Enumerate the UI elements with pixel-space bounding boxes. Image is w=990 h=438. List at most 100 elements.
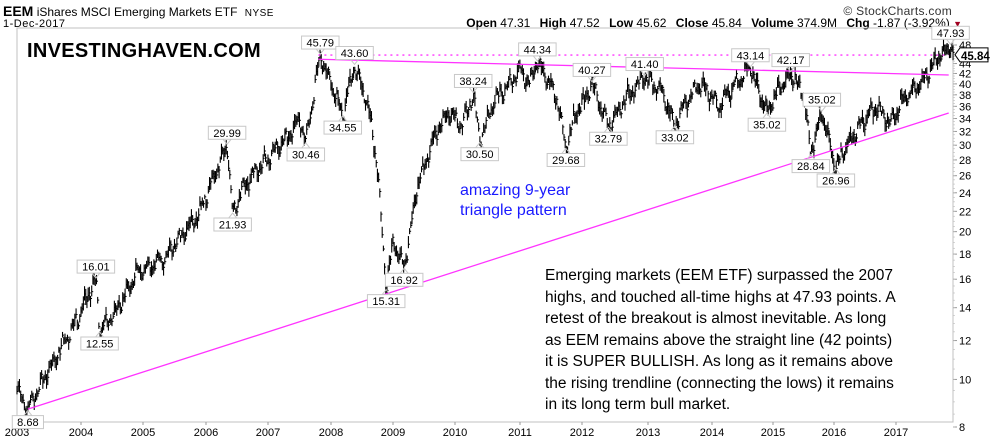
y-tick-label: 16 [959, 274, 971, 286]
y-tick-label: 26 [959, 171, 971, 183]
annotation-label: 29.99 [213, 128, 241, 140]
annotation-label: 40.27 [578, 65, 606, 77]
price-annotation: 33.02 [655, 124, 695, 145]
price-annotation: 42.17 [771, 53, 810, 73]
y-tick-label: 18 [959, 249, 971, 261]
volume-label: Volume [751, 16, 794, 30]
annotation-box [589, 131, 628, 146]
chg-value: -1.87 (-3.92%) [873, 16, 950, 30]
x-tick-label: 2009 [381, 427, 405, 438]
annotation-label: 34.55 [329, 123, 357, 135]
price-annotation: 34.55 [323, 115, 363, 135]
annotation-pointer [91, 272, 101, 279]
price-annotation: 12.55 [80, 331, 119, 351]
annotation-box [518, 42, 557, 57]
y-tick-label: 12 [959, 336, 971, 348]
annotation-box [76, 259, 116, 274]
annotation-label: 44.34 [524, 44, 552, 56]
y-tick-label: 38 [959, 90, 971, 102]
x-tick-label: 2014 [700, 427, 724, 438]
price-annotation: 29.99 [207, 125, 247, 146]
annotation-label: 45.79 [307, 38, 335, 50]
y-tick-label: 24 [959, 188, 971, 200]
y-tick-label: 22 [959, 206, 971, 218]
close-label: Close [675, 16, 709, 30]
y-tick-label: 8 [959, 422, 965, 434]
plot-frame [16, 27, 954, 423]
y-tick-label: 14 [959, 303, 971, 315]
annotation-box [335, 45, 374, 60]
annotation-label: 26.96 [822, 175, 850, 187]
annotation-pointer [561, 147, 571, 154]
note-line: in its long term bull market. [545, 396, 731, 413]
annotation-pointer [640, 70, 650, 77]
annotation-label: 35.02 [753, 120, 781, 132]
price-annotation: 35.02 [802, 92, 842, 113]
annotation-pointer [670, 124, 680, 132]
low-label: Low [609, 16, 634, 30]
last-price-marker [954, 47, 989, 63]
price-annotation: 38.24 [453, 73, 493, 94]
watermark: INVESTINGHAVEN.COM [27, 40, 261, 62]
annotation-box [747, 117, 787, 132]
annotation-label: 42.17 [777, 55, 805, 67]
note-line: amazing 9-year [460, 182, 571, 199]
x-tick-label: 2015 [761, 427, 785, 438]
annotation-box [791, 159, 831, 174]
annotation-label: 30.50 [466, 149, 494, 161]
note-line: triangle pattern [460, 202, 567, 219]
chart-title: EEM iShares MSCI Emerging Markets ETF NY… [3, 3, 274, 19]
exchange: NYSE [244, 8, 274, 19]
annotation-box [546, 152, 586, 167]
x-tick-label: 2008 [319, 427, 343, 438]
annotation-pointer [381, 288, 391, 295]
low-value: 45.62 [636, 16, 667, 30]
annotation-pointer [315, 48, 325, 55]
x-tick-label: 2017 [884, 427, 908, 438]
price-annotation: 16.01 [76, 259, 116, 279]
note-line: highs, and touched all-time highs at 47.… [545, 288, 896, 306]
note-line: it is SUPER BULLISH. As long as it remai… [545, 353, 894, 370]
annotation-pointer [338, 115, 348, 122]
price-annotation: 32.79 [589, 126, 628, 146]
annotation-label: 29.68 [552, 155, 580, 167]
annotation-pointer [301, 142, 311, 149]
annotation-label: 32.79 [595, 134, 623, 146]
annotation-label: 21.93 [219, 220, 247, 232]
y-tick-label: 20 [959, 227, 971, 239]
x-tick-label: 2010 [443, 427, 467, 438]
chart-date: 1-Dec-2017 [3, 18, 66, 30]
annotation-pointer [228, 212, 238, 219]
annotation-pointer [746, 61, 755, 68]
quote-summary: Open 47.31 High 47.52 Low 45.62 Close 45… [466, 16, 962, 30]
y-tick-label: 32 [959, 126, 971, 138]
annotation-pointer [222, 138, 232, 146]
price-annotation: 29.68 [546, 147, 586, 167]
annotation-box [366, 294, 406, 309]
x-tick-label: 2005 [131, 427, 155, 438]
annotation-box [655, 130, 695, 145]
annotation-label: 43.60 [341, 48, 369, 60]
annotation-box [572, 62, 612, 77]
volume-value: 374.9M [796, 16, 838, 30]
annotation-pointer [95, 331, 104, 338]
price-annotation: 28.84 [791, 153, 831, 174]
annotation-label: 15.31 [372, 296, 400, 308]
annotation-label: 38.24 [459, 76, 487, 88]
annotation-box [11, 415, 44, 430]
price-annotation: 26.96 [816, 168, 856, 188]
y-tick-label: 42 [959, 68, 971, 80]
annotation-label: 43.14 [737, 50, 765, 62]
note-line: Emerging markets (EEM ETF) surpassed the… [545, 267, 894, 284]
annotation-pointer [399, 267, 409, 274]
annotation-pointer [532, 55, 542, 62]
x-tick-label: 2003 [5, 427, 29, 438]
x-tick-label: 2007 [256, 427, 280, 438]
y-tick-label: 34 [959, 114, 971, 126]
annotation-label: 33.02 [661, 132, 689, 144]
high-label: High [539, 16, 567, 30]
annotation-box [931, 25, 970, 40]
annotation-label: 12.55 [86, 339, 114, 351]
price-annotation: 30.46 [286, 142, 326, 162]
annotation-box [453, 73, 493, 88]
